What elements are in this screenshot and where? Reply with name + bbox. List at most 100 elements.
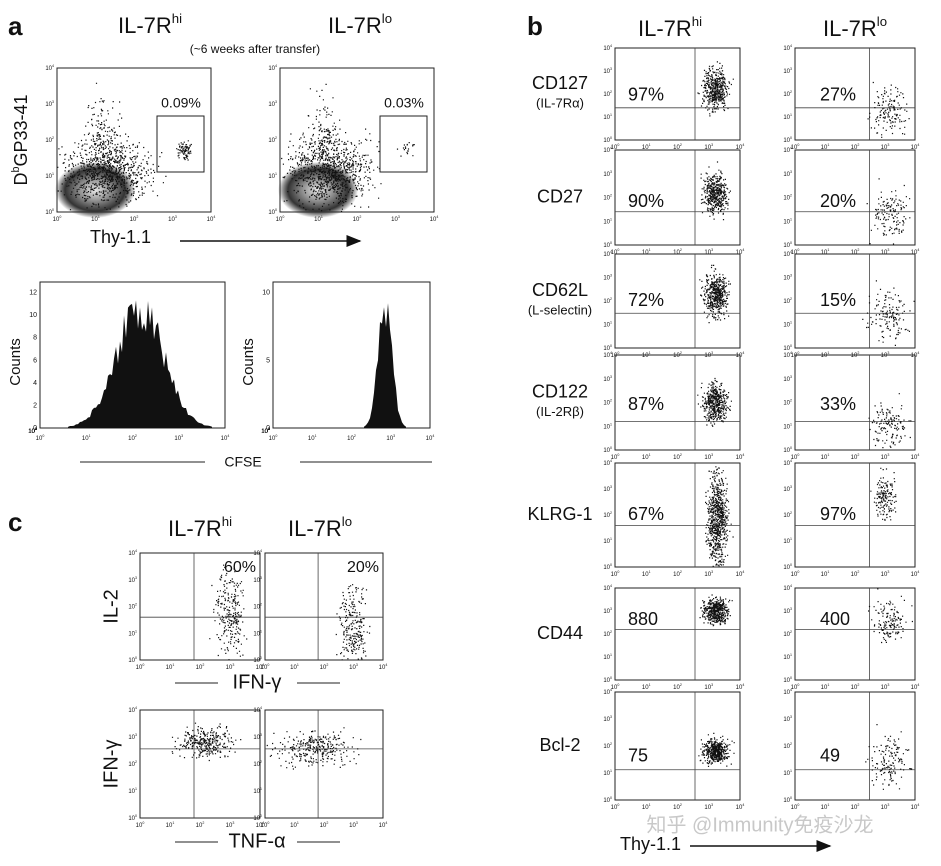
tick-label: 103 [168,215,177,223]
superscript: 2 [52,136,54,140]
tick-label: 101 [642,570,651,578]
tick-label: 103 [268,100,277,108]
superscript: 3 [610,67,612,71]
tick-label: 0 [33,425,37,432]
tick-label: 101 [821,570,830,578]
tick-label: 103 [881,570,890,578]
gate [379,115,428,173]
tick-label: 102 [196,663,205,671]
text-part: IL-7R [288,516,342,541]
text-part: 10 [911,250,918,256]
superscript: 4 [742,351,744,355]
gate-value: 0.09% [161,95,201,111]
superscript: 3 [790,485,792,489]
tick-label: 103 [128,733,137,741]
text-part: 10 [253,816,260,822]
tick-label: 103 [253,733,262,741]
superscript: 3 [260,733,262,737]
tick-label: 4 [33,380,37,387]
tick-label: 104 [783,250,792,258]
text-part: 10 [353,217,360,223]
text-part: 10 [603,609,610,615]
text-part: 10 [821,353,828,359]
text-part: 10 [881,353,888,359]
text-part: 10 [791,685,798,691]
text-part: 10 [603,717,610,723]
row-sublabel: (L-selectin) [528,302,592,317]
value-label: 87% [628,394,664,414]
tick-label: 100 [791,683,800,691]
text-part: 10 [128,658,135,664]
dots [171,722,242,762]
text-part: 10 [673,250,680,256]
tick-label: 101 [642,683,651,691]
tick-label: 100 [603,136,612,144]
text-part: 10 [253,789,260,795]
tick-label: 104 [426,434,435,442]
superscript: 2 [857,570,859,574]
tick-label: 101 [642,143,651,151]
superscript: 0 [142,663,144,667]
superscript: 4 [262,663,264,667]
superscript: 0 [610,241,612,245]
text-part: 10 [128,735,135,741]
text-part: 10 [603,195,610,201]
text-part: 10 [603,632,610,638]
superscript: 3 [790,375,792,379]
superscript: 4 [610,584,612,588]
text-part: 10 [642,250,649,256]
tick-label: 103 [881,453,890,461]
superscript: 2 [680,351,682,355]
tick-label: 100 [261,427,270,435]
superscript: 0 [610,563,612,567]
superscript: 1 [827,248,829,252]
text-part: 10 [851,805,858,811]
tick-label: 103 [603,273,612,281]
text-part: 10 [28,429,35,435]
text-part: 10 [290,665,297,671]
text-part: 10 [603,655,610,661]
plot-frame [614,691,741,801]
tick-label: 102 [673,143,682,151]
superscript: 0 [617,248,619,252]
tick-label: 103 [261,427,270,435]
superscript: 2 [268,427,270,431]
superscript: lo [877,14,887,29]
superscript: 2 [857,143,859,147]
superscript: 2 [680,803,682,807]
tick-label: 103 [704,351,713,359]
tick-label: 101 [82,434,91,442]
tick-label: 102 [783,297,792,305]
text-part: 10 [704,685,711,691]
superscript: 4 [432,434,434,438]
text-part: 10 [881,685,888,691]
superscript: 3 [711,570,713,574]
text-part: 10 [736,353,743,359]
tick-label: 103 [881,143,890,151]
superscript: 3 [393,434,395,438]
text-part: 10 [128,551,135,557]
dots [699,264,731,324]
tick-label: 100 [261,663,270,671]
text-part: 10 [791,250,798,256]
tick-label: 100 [791,143,800,151]
superscript: 2 [680,570,682,574]
superscript: 2 [790,630,792,634]
superscript: 3 [356,663,358,667]
tick-label: 5 [266,357,270,364]
superscript: 2 [680,683,682,687]
superscript: 4 [213,215,215,219]
superscript: 2 [610,630,612,634]
value-label: 97% [628,85,664,105]
superscript: 3 [887,248,889,252]
tick-label: 102 [783,630,792,638]
text-part: 10 [603,487,610,493]
superscript: 0 [790,676,792,680]
text-part: 10 [253,577,260,583]
tick-label: 101 [603,320,612,328]
tick-label: 104 [911,453,920,461]
dots [868,393,912,449]
dots [867,81,910,138]
superscript: 1 [315,434,317,438]
text-part: 10 [603,376,610,382]
